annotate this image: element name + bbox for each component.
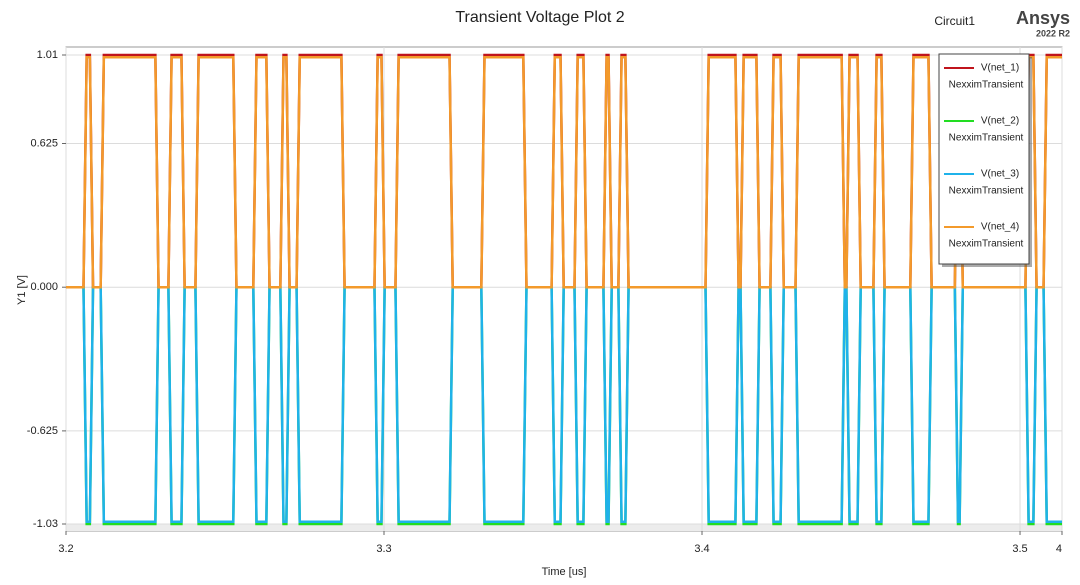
plot-bottom-band bbox=[66, 524, 1062, 531]
brand: Ansys bbox=[1016, 8, 1070, 28]
x-tick-label: 4 bbox=[1056, 543, 1062, 555]
y-tick-label: -1.03 bbox=[33, 518, 58, 530]
series-line bbox=[66, 56, 1062, 289]
legend: V(net_1) NexximTransient V(net_2) NexximTra… bbox=[944, 63, 1024, 250]
series-lines bbox=[66, 53, 1062, 526]
legend-solution: NexximTransient bbox=[949, 186, 1024, 197]
x-tick-label: 3.5 bbox=[1012, 543, 1027, 555]
y-tick-label: 1.01 bbox=[37, 49, 58, 61]
x-tick-label: 3.2 bbox=[58, 543, 73, 555]
y-tick-label: 0.000 bbox=[30, 281, 58, 293]
legend-name: V(net_1) bbox=[981, 63, 1019, 74]
x-tick-label: 3.4 bbox=[694, 543, 709, 555]
legend-name: V(net_3) bbox=[981, 169, 1019, 180]
series-line bbox=[66, 285, 1062, 523]
circuit-name: Circuit1 bbox=[934, 14, 975, 28]
y-tick-label: 0.625 bbox=[30, 137, 58, 149]
legend-box bbox=[938, 53, 1030, 265]
legend-solution: NexximTransient bbox=[949, 239, 1024, 250]
legend-name: V(net_2) bbox=[981, 116, 1019, 127]
y-tick-label: -0.625 bbox=[27, 425, 58, 437]
version: 2022 R2 bbox=[1036, 28, 1070, 38]
legend-solution: NexximTransient bbox=[949, 133, 1024, 144]
legend-solution: NexximTransient bbox=[949, 80, 1024, 91]
legend-name: V(net_4) bbox=[981, 222, 1019, 233]
y-axis-label: Y1 [V] bbox=[16, 275, 28, 305]
x-tick-label: 3.3 bbox=[376, 543, 391, 555]
x-axis-label: Time [us] bbox=[542, 566, 587, 578]
chart-title: Transient Voltage Plot 2 bbox=[455, 9, 624, 26]
